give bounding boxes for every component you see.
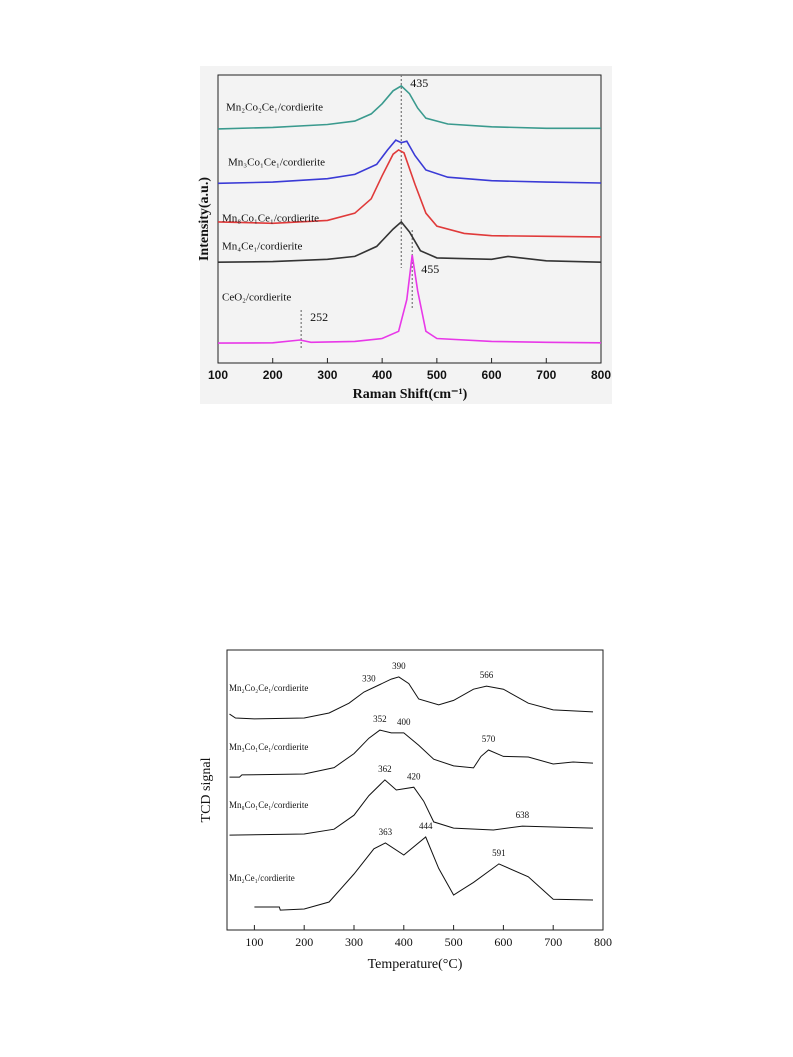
x-tick-label: 700	[536, 368, 556, 382]
peak-label: 330	[362, 674, 376, 684]
series-line	[254, 836, 594, 911]
x-axis-label: Raman Shift(cm⁻¹)	[353, 387, 468, 402]
series-line	[217, 84, 601, 130]
x-tick-label: 500	[445, 935, 463, 949]
series-label: Mn₈Co₁Ce₁/cordierite	[222, 213, 319, 225]
x-tick-label: 300	[317, 368, 337, 382]
peak-label: 400	[397, 717, 411, 727]
x-tick-label: 100	[245, 935, 263, 949]
series-line	[217, 148, 602, 238]
peak-label: 570	[482, 734, 496, 744]
x-tick-label: 200	[295, 935, 313, 949]
series-label: Mn₈Co₁Ce₁/cordierite	[229, 800, 308, 810]
peak-label: 566	[480, 670, 494, 680]
series-line	[229, 779, 594, 836]
peak-label: 444	[419, 821, 433, 831]
series-label: Mn₂Co₂Ce₁/cordierite	[226, 102, 323, 114]
x-tick-label: 400	[372, 368, 392, 382]
series-label: Mn₂Ce₁/cordierite	[229, 873, 295, 883]
x-tick-label: 500	[427, 368, 447, 382]
series-line	[217, 139, 602, 185]
peak-label: 420	[407, 771, 421, 781]
series-label: Mn₄Ce₁/cordierite	[222, 241, 302, 253]
plot-frame	[226, 649, 604, 931]
series-label: CeO₂/cordierite	[222, 292, 291, 304]
y-axis-label: Intensity(a.u.)	[197, 177, 212, 261]
series-line	[229, 676, 594, 720]
reference-label: 435	[410, 76, 428, 90]
x-tick-label: 600	[494, 935, 512, 949]
x-axis-label: Temperature(°C)	[368, 957, 463, 972]
x-tick-label: 800	[591, 368, 611, 382]
reference-label: 455	[421, 262, 439, 276]
peak-label: 352	[373, 714, 387, 724]
series-label: Mn₃Co₁Ce₁/cordierite	[229, 742, 308, 752]
series-label: Mn₂Co₂Ce₁/cordierite	[229, 683, 308, 693]
x-tick-label: 600	[482, 368, 502, 382]
figure-panel	[200, 66, 612, 404]
series-label: Mn₃Co₁Ce₁/cordierite	[228, 157, 325, 169]
reference-label: 252	[310, 310, 328, 324]
series-line	[217, 254, 602, 344]
peak-label: 362	[378, 764, 392, 774]
x-tick-label: 200	[263, 368, 283, 382]
x-tick-label: 800	[594, 935, 612, 949]
x-tick-label: 400	[395, 935, 413, 949]
peak-label: 390	[392, 661, 406, 671]
peak-label: 591	[492, 848, 506, 858]
y-axis-label: TCD signal	[199, 757, 214, 822]
x-tick-label: 300	[345, 935, 363, 949]
peak-label: 638	[516, 810, 530, 820]
plot-frame	[217, 74, 602, 364]
x-tick-label: 100	[208, 368, 228, 382]
series-line	[217, 220, 602, 263]
peak-label: 363	[379, 827, 393, 837]
x-tick-label: 700	[544, 935, 562, 949]
series-line	[229, 729, 594, 778]
